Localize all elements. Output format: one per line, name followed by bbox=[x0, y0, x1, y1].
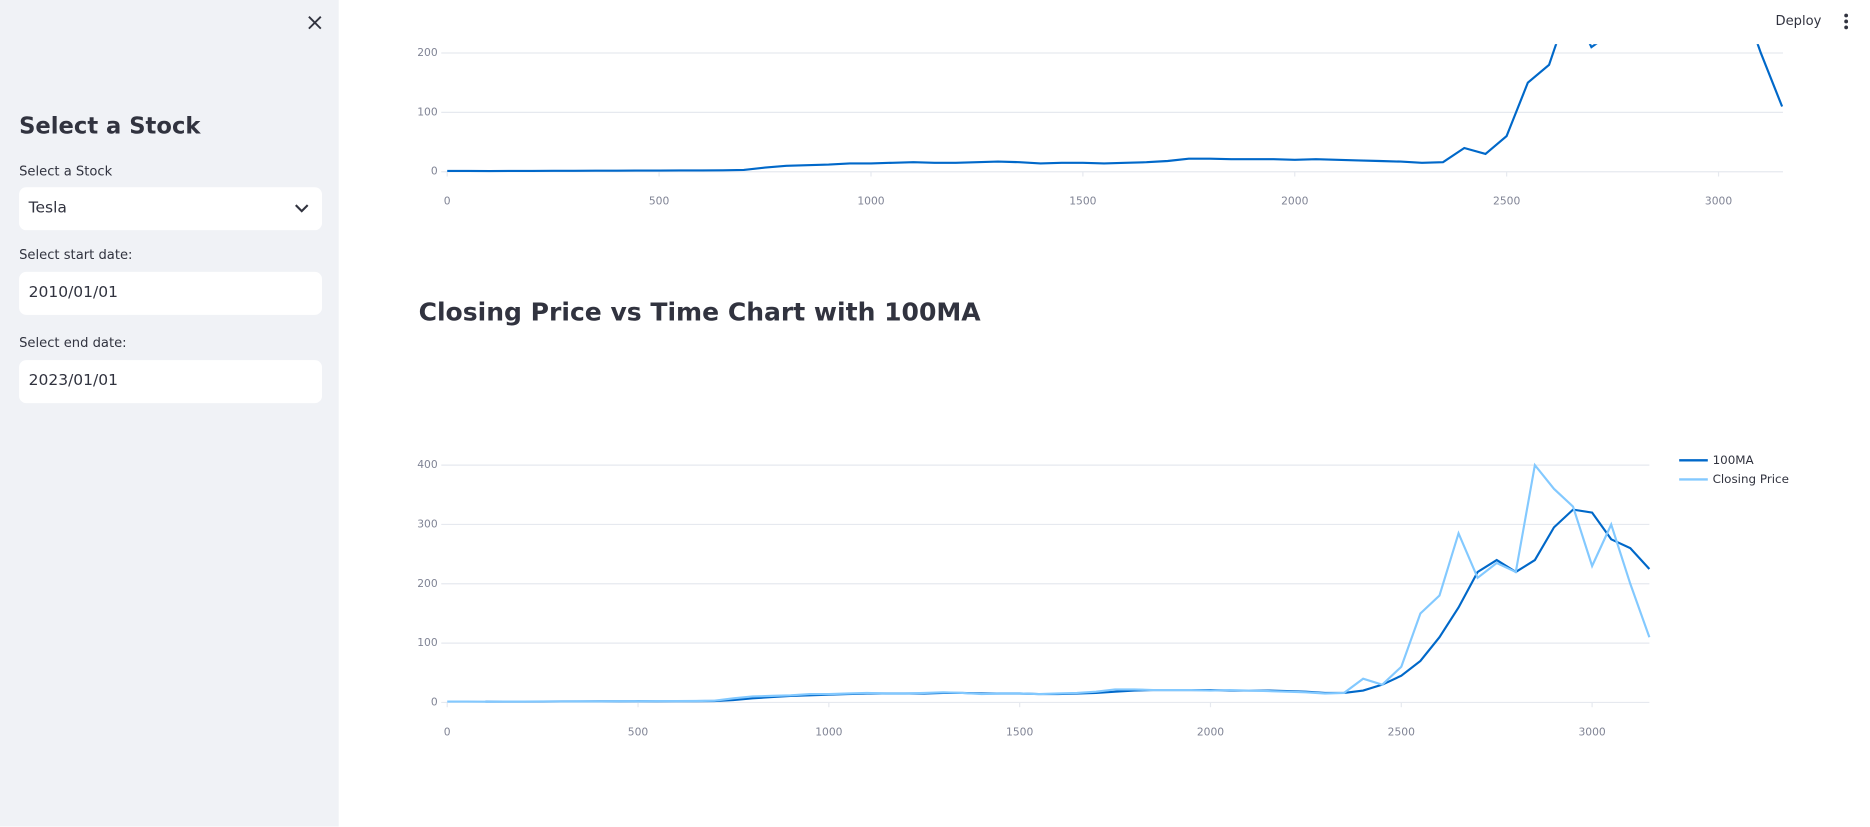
stock-label: Select a Stock bbox=[19, 163, 113, 179]
x-tick-label: 3000 bbox=[1578, 725, 1605, 738]
stock-value: Tesla bbox=[28, 199, 67, 218]
x-tick-label: 500 bbox=[628, 725, 649, 738]
start-label: Select start date: bbox=[19, 246, 133, 263]
x-tick-label: 2500 bbox=[1388, 725, 1415, 738]
x-tick-label: 1000 bbox=[857, 195, 884, 208]
end-value: 2023/01/01 bbox=[28, 372, 118, 390]
x-tick-label: 1000 bbox=[815, 725, 842, 738]
x-tick-label: 1500 bbox=[1069, 195, 1096, 208]
y-tick-label: 0 bbox=[431, 695, 438, 708]
dropdown-icon bbox=[295, 204, 309, 213]
x-tick-label: 3000 bbox=[1705, 195, 1732, 208]
y-tick-label: 100 bbox=[417, 636, 438, 649]
menu-button[interactable] bbox=[1844, 13, 1849, 30]
y-tick-label: 200 bbox=[417, 577, 438, 590]
y-tick-label: 200 bbox=[417, 46, 438, 59]
y-tick-label: 0 bbox=[431, 165, 438, 178]
x-tick-label: 2000 bbox=[1197, 725, 1224, 738]
sidebar-heading: Select a Stock bbox=[19, 113, 201, 140]
x-tick-label: 500 bbox=[649, 195, 670, 208]
x-tick-label: 0 bbox=[444, 725, 451, 738]
end-label: Select end date: bbox=[19, 335, 127, 351]
y-tick-label: 400 bbox=[417, 458, 438, 471]
line bbox=[447, 44, 1784, 173]
line bbox=[485, 508, 1651, 703]
start-input[interactable]: 2010/01/01 bbox=[19, 271, 323, 315]
x-tick-label: 1500 bbox=[1006, 725, 1033, 738]
end-input[interactable]: 2023/01/01 bbox=[19, 360, 323, 404]
y-tick-label: 100 bbox=[417, 105, 438, 118]
x-tick-label: 0 bbox=[444, 195, 451, 208]
y-tick-label: 300 bbox=[417, 517, 438, 530]
start-value: 2010/01/01 bbox=[28, 283, 118, 302]
x-tick-label: 2000 bbox=[1281, 195, 1308, 208]
legend-label: Closing Price bbox=[1713, 472, 1789, 486]
close-button[interactable] bbox=[303, 11, 327, 35]
line bbox=[447, 462, 1651, 703]
deploy-button[interactable]: Deploy bbox=[1775, 14, 1821, 29]
chart-heading: Closing Price vs Time Chart with 100MA bbox=[419, 298, 982, 327]
sidebar: Select a Stock Select a Stock Tesla Sele… bbox=[0, 0, 339, 827]
legend-label: 100MA bbox=[1713, 453, 1755, 467]
x-tick-label: 2500 bbox=[1493, 195, 1520, 208]
stock-select[interactable]: Tesla bbox=[19, 187, 323, 231]
